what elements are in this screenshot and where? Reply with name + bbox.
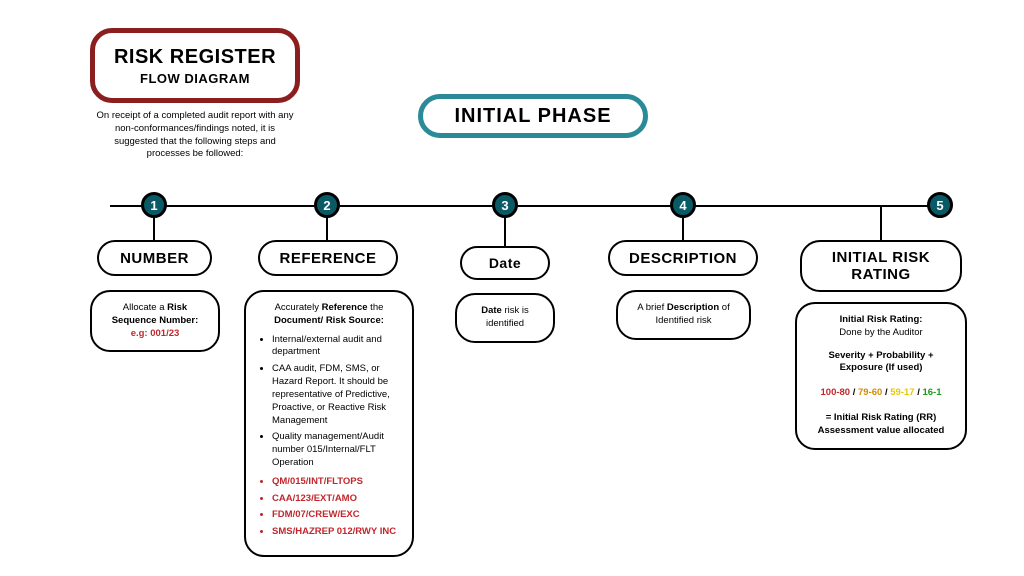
step-1-header: NUMBER (97, 240, 212, 276)
step-4-header: DESCRIPTION (608, 240, 758, 276)
phase-pill: INITIAL PHASE (418, 94, 648, 138)
step-3-body: Date risk is identified (455, 293, 555, 343)
range-1: 100-80 (821, 387, 851, 398)
step-1-pre: Allocate a (123, 302, 167, 313)
step-4-bold: Description (667, 302, 719, 313)
step-5-badge: 5 (927, 192, 953, 218)
range-4: 16-1 (922, 387, 941, 398)
step-3-badge: 3 (492, 192, 518, 218)
step-4-connector (682, 218, 684, 240)
step-2-bullet-1: Internal/external audit and department (272, 334, 400, 360)
step-2-badge: 2 (314, 192, 340, 218)
step-2-ex-3: FDM/07/CREW/EXC (272, 509, 400, 522)
step-5-line1-bold: Initial Risk Rating: (840, 314, 923, 325)
step-2-bullets: Internal/external audit and department C… (258, 334, 400, 470)
step-5-connector (880, 205, 882, 240)
step-2-lead: Accurately Reference the Document/ Risk … (258, 302, 400, 328)
step-5-ranges: 100-80 / 79-60 / 59-17 / 16-1 (809, 387, 953, 400)
title-main: RISK REGISTER (114, 46, 276, 69)
phase-label: INITIAL PHASE (454, 105, 611, 128)
title-box: RISK REGISTER FLOW DIAGRAM (90, 28, 300, 103)
step-2-bullet-3: Quality management/Audit number 015/Inte… (272, 431, 400, 469)
step-5-header: INITIAL RISK RATING (800, 240, 962, 292)
range-2: 79-60 (858, 387, 882, 398)
range-3: 59-17 (890, 387, 914, 398)
step-3-bold: Date (481, 305, 502, 316)
step-2-ex-2: CAA/123/EXT/AMO (272, 493, 400, 506)
step-2-ex-1: QM/015/INT/FLTOPS (272, 476, 400, 489)
step-3-header: Date (460, 246, 550, 280)
step-4-badge: 4 (670, 192, 696, 218)
step-1-badge: 1 (141, 192, 167, 218)
step-5-line1-post: Done by the Auditor (839, 327, 922, 338)
step-1-body: Allocate a Risk Sequence Number: e.g: 00… (90, 290, 220, 352)
step-2-ex-4: SMS/HAZREP 012/RWY INC (272, 526, 400, 539)
title-sub: FLOW DIAGRAM (140, 71, 250, 86)
step-1-example: e.g: 001/23 (131, 328, 180, 339)
step-2-lead-post: the (368, 302, 384, 313)
timeline (110, 205, 940, 207)
step-5-line2: Severity + Probability + Exposure (If us… (809, 350, 953, 376)
intro-text: On receipt of a completed audit report w… (95, 110, 295, 161)
step-5-line3: = Initial Risk Rating (RR) Assessment va… (809, 412, 953, 438)
step-1-connector (153, 218, 155, 240)
step-5-body: Initial Risk Rating: Done by the Auditor… (795, 302, 967, 450)
step-2-lead-bold2: Document/ Risk Source: (274, 315, 384, 326)
step-2-header: REFERENCE (258, 240, 398, 276)
step-4-pre: A brief (637, 302, 667, 313)
step-5-line1: Initial Risk Rating: Done by the Auditor (809, 314, 953, 340)
step-2-connector (326, 218, 328, 240)
step-3-connector (504, 218, 506, 246)
step-2-body: Accurately Reference the Document/ Risk … (244, 290, 414, 557)
step-2-lead-pre: Accurately (275, 302, 322, 313)
range-sep-1: / (850, 387, 858, 398)
step-2-bullet-2: CAA audit, FDM, SMS, or Hazard Report. I… (272, 363, 400, 427)
step-2-lead-bold: Reference (322, 302, 368, 313)
step-2-examples: QM/015/INT/FLTOPS CAA/123/EXT/AMO FDM/07… (258, 476, 400, 539)
step-4-body: A brief Description of Identified risk (616, 290, 751, 340)
